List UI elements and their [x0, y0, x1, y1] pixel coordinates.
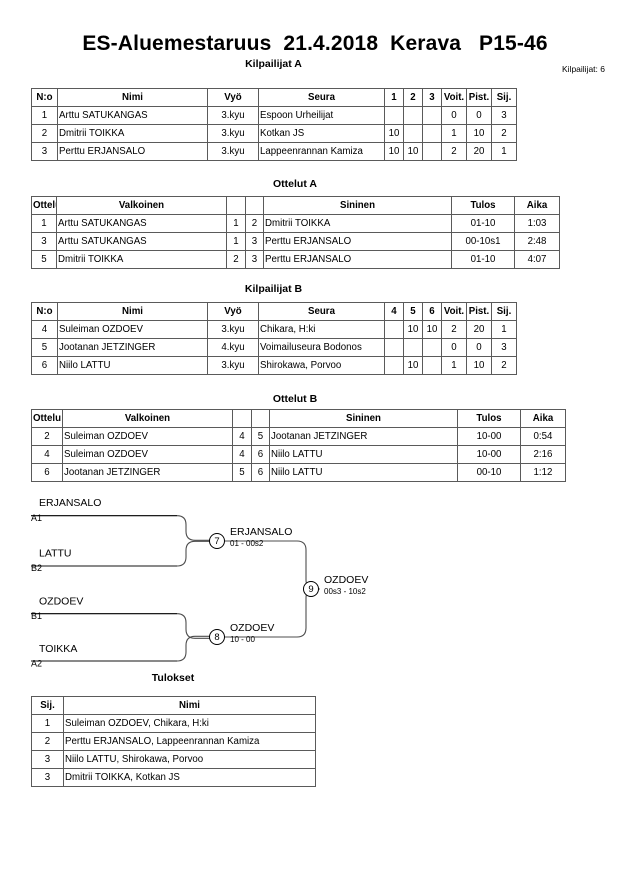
svg-text:8: 8 [214, 632, 219, 643]
svg-text:B1: B1 [31, 611, 42, 621]
svg-text:00s3 - 10s2: 00s3 - 10s2 [324, 587, 366, 596]
svg-text:LATTU: LATTU [39, 548, 71, 560]
svg-text:9: 9 [308, 584, 313, 595]
svg-text:OZDOEV: OZDOEV [230, 622, 274, 634]
svg-text:A2: A2 [31, 659, 42, 669]
svg-text:01 - 00s2: 01 - 00s2 [230, 539, 264, 548]
svg-text:TOIKKA: TOIKKA [39, 643, 77, 655]
svg-text:OZDOEV: OZDOEV [324, 574, 368, 586]
svg-text:7: 7 [214, 536, 219, 547]
svg-text:10 - 00: 10 - 00 [230, 635, 255, 644]
svg-text:B2: B2 [31, 563, 42, 573]
svg-text:ERJANSALO: ERJANSALO [39, 497, 101, 509]
svg-text:OZDOEV: OZDOEV [39, 596, 83, 608]
svg-text:A1: A1 [31, 513, 42, 523]
svg-text:ERJANSALO: ERJANSALO [230, 526, 292, 538]
